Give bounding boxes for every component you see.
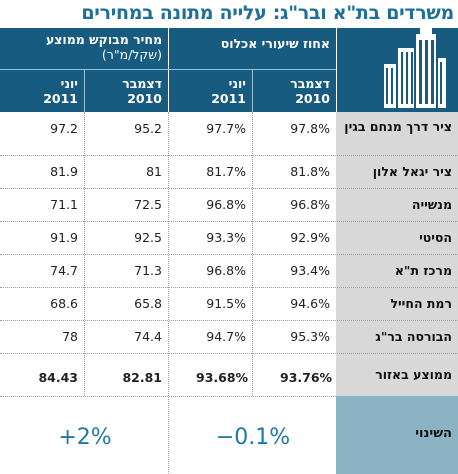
table-cell-occ-jun: 96.8% (206, 263, 246, 278)
table-cell-price-jun: 78 (62, 329, 78, 344)
table-cell-occ-dec: 93.76% (280, 370, 333, 385)
row-label: מרכז ת"א (394, 262, 452, 278)
change-label-cell (336, 396, 458, 474)
col-header-occ-dec: דצמבר 2010 (290, 76, 330, 106)
row-divider (0, 221, 458, 222)
table-cell-price-dec: 72.5 (134, 197, 162, 212)
header-divider (84, 70, 85, 112)
row-divider (0, 353, 458, 354)
row-divider (0, 320, 458, 321)
table-cell-occ-jun: 97.7% (206, 121, 246, 136)
table-cell-occ-jun: 96.8% (206, 197, 246, 212)
table-cell-occ-dec: 95.3% (290, 329, 330, 344)
office-buildings-icon (382, 28, 448, 110)
col-header-price-dec: דצמבר 2010 (122, 76, 162, 106)
page-title: משרדים בת"א ובר"ג: עלייה מתונה במחירים (81, 2, 454, 24)
row-divider (0, 155, 458, 156)
row-label: מנשייה (411, 196, 452, 212)
table-cell-price-dec: 71.3 (134, 263, 162, 278)
header-divider (168, 28, 169, 112)
table-cell-occ-dec: 97.8% (290, 121, 330, 136)
row-label: ציר דרך מנחם בגין (344, 118, 452, 134)
table-cell-occ-jun: 93.68% (196, 370, 249, 385)
average-row-label: ממוצע באזור (375, 366, 452, 382)
row-divider (0, 254, 458, 255)
row-label: רמת החייל (390, 295, 452, 311)
table-cell-occ-jun: 81.7% (206, 164, 246, 179)
table-cell-occ-jun: 94.7% (206, 329, 246, 344)
header-divider (336, 28, 337, 112)
row-label: ציר יגאל אלון (372, 163, 452, 179)
table-cell-occ-dec: 96.8% (290, 197, 330, 212)
change-occupancy: −0.1% (215, 425, 291, 450)
row-divider (0, 188, 458, 189)
col-header-price-jun: יוני 2011 (43, 76, 78, 106)
header-divider (0, 69, 336, 70)
table-cell-occ-dec: 93.4% (290, 263, 330, 278)
table-cell-price-jun: 91.9 (50, 230, 78, 245)
table-cell-price-dec: 92.5 (134, 230, 162, 245)
row-label: הבורסה בר"ג (375, 328, 452, 344)
table-cell-occ-jun: 91.5% (206, 296, 246, 311)
change-label: השינוי (415, 426, 452, 441)
table-cell-price-jun: 74.7 (50, 263, 78, 278)
change-price: +2% (58, 425, 112, 450)
table-cell-price-dec: 81 (146, 164, 162, 179)
table-cell-price-dec: 65.8 (134, 296, 162, 311)
table-header (0, 28, 458, 112)
table-cell-price-dec: 95.2 (134, 121, 162, 136)
occupancy-header: אחוז שיעורי אכלוס (220, 36, 330, 51)
table-cell-occ-dec: 81.8% (290, 164, 330, 179)
table-cell-price-jun: 68.6 (50, 296, 78, 311)
grid-line (168, 112, 169, 474)
table-cell-price-jun: 84.43 (38, 370, 78, 385)
table-cell-occ-dec: 92.9% (290, 230, 330, 245)
table-cell-price-jun: 81.9 (50, 164, 78, 179)
table-cell-price-jun: 71.1 (50, 197, 78, 212)
price-unit: (שקל/מ"ר) (101, 47, 162, 62)
col-header-occ-jun: יוני 2011 (211, 76, 246, 106)
price-header: מחיר מבוקש ממוצע (45, 32, 162, 47)
table-cell-price-dec: 74.4 (134, 329, 162, 344)
table-cell-price-dec: 82.81 (122, 370, 162, 385)
row-divider (0, 287, 458, 288)
row-label: הסיטי (419, 229, 452, 245)
table-cell-price-jun: 97.2 (50, 121, 78, 136)
row-divider (0, 396, 458, 397)
table-cell-occ-dec: 94.6% (290, 296, 330, 311)
table-cell-occ-jun: 93.3% (206, 230, 246, 245)
header-divider (252, 70, 253, 112)
